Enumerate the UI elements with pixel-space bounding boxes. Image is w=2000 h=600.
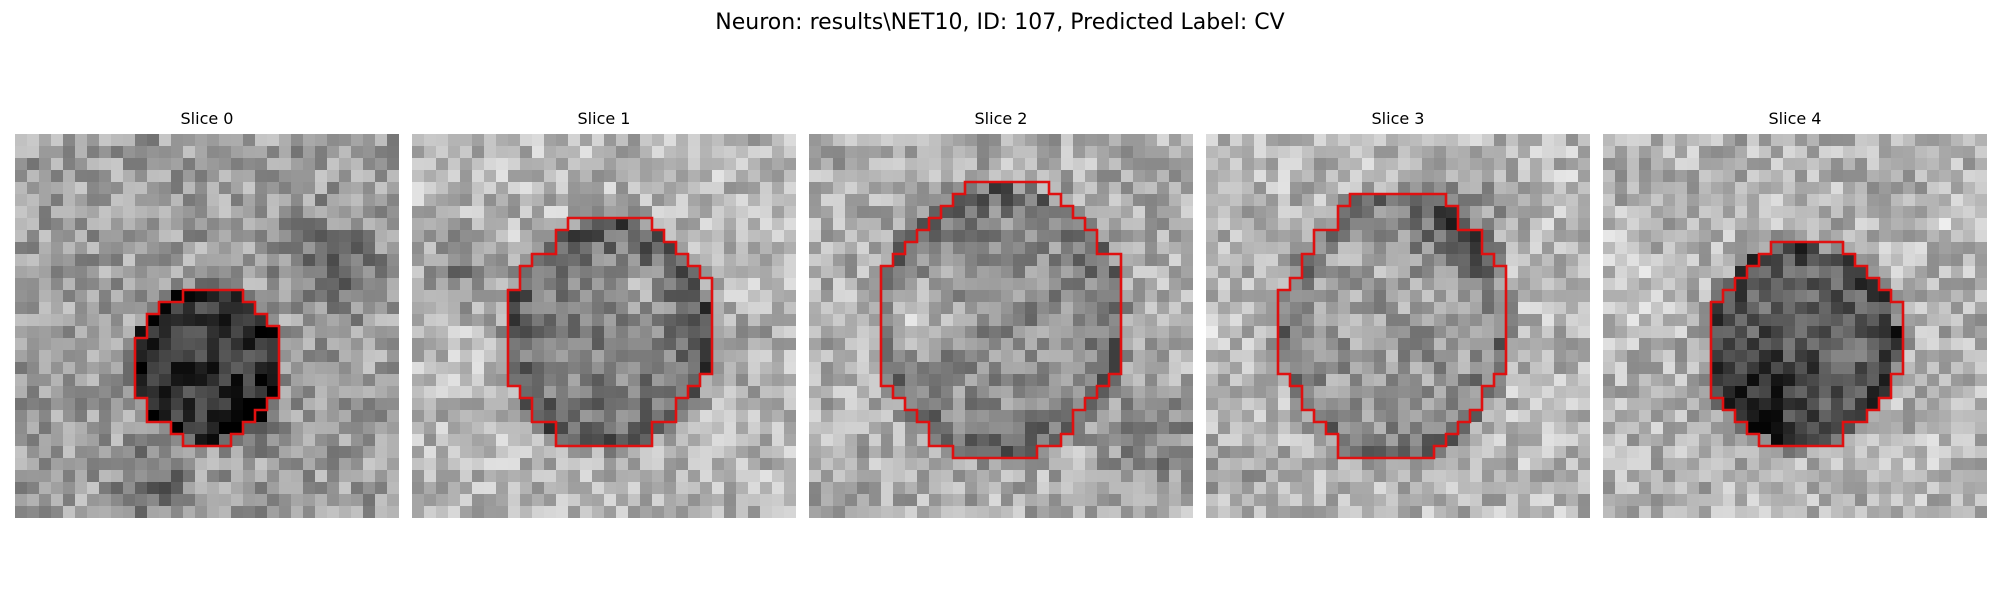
- slice-panel-1: Slice 1: [412, 0, 796, 520]
- slice-image: [1603, 134, 1987, 518]
- slice-title: Slice 0: [180, 109, 234, 128]
- slice-panel-4: Slice 4: [1603, 0, 1987, 520]
- slice-image: [412, 134, 796, 518]
- slice-image: [15, 134, 399, 518]
- slice-panel-0: Slice 0: [15, 0, 399, 520]
- figure-title: Neuron: results\NET10, ID: 107, Predicte…: [715, 10, 1285, 35]
- slice-image: [809, 134, 1193, 518]
- slice-panel-2: Slice 2: [809, 0, 1193, 520]
- slice-title: Slice 3: [1371, 109, 1425, 128]
- slice-title: Slice 1: [577, 109, 631, 128]
- slice-panel-3: Slice 3: [1206, 0, 1590, 520]
- slice-title: Slice 2: [974, 109, 1028, 128]
- slice-title: Slice 4: [1768, 109, 1822, 128]
- slice-image: [1206, 134, 1590, 518]
